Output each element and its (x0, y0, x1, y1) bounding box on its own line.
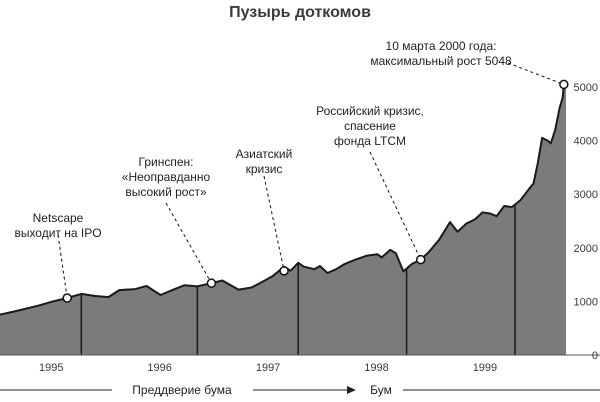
annotation-text: высокий рост» (125, 185, 207, 199)
series-area (0, 84, 566, 356)
annotation-text: максимальный рост 5048 (370, 54, 512, 68)
annotation-leader (369, 151, 422, 260)
arrow-head-icon (347, 386, 356, 394)
annotation-leader (263, 175, 285, 271)
annotation-leader (57, 234, 68, 299)
y-tick-label: 0 (592, 350, 598, 362)
annotation-text: 10 марта 2000 года: (386, 39, 497, 53)
annotation-text: выходит на IPO (14, 226, 101, 240)
annotation-leader (165, 202, 212, 284)
y-tick-label: 3000 (574, 189, 598, 201)
annotation-marker (415, 254, 426, 265)
y-tick-label: 1000 (574, 296, 598, 308)
annotation-text: «Неоправданно (122, 170, 211, 184)
phase-label: Преддверие бума (132, 383, 232, 397)
area-layer (0, 83, 566, 356)
y-axis: 0 1000 2000 3000 4000 5000 (574, 82, 598, 362)
annotation: 10 марта 2000 года:максимальный рост 504… (370, 39, 569, 90)
phase-bar: Преддверие бума Бум (0, 383, 600, 397)
annotation-marker (62, 293, 72, 303)
chart-title: Пузырь доткомов (229, 4, 371, 21)
annotation-text: спасение (344, 119, 396, 133)
x-tick-label: 1998 (364, 362, 388, 374)
y-tick-label: 4000 (574, 136, 598, 148)
year-labels: 1995 1996 1997 1998 1999 (39, 362, 497, 374)
annotation-text: Азиатский (236, 147, 293, 161)
annotation-text: Российский кризис, (316, 104, 424, 118)
y-tick-label: 5000 (574, 82, 598, 94)
annotation-marker (279, 266, 289, 276)
annotation-marker (206, 278, 217, 288)
x-tick-label: 1999 (473, 362, 497, 374)
annotation-text: фонда LTCM (334, 134, 406, 148)
annotation-leader (507, 62, 565, 85)
annotation-text: кризис (246, 162, 283, 176)
divider-layer (80, 204, 516, 355)
x-tick-label: 1995 (39, 362, 63, 374)
x-tick-label: 1997 (256, 362, 280, 374)
series-line (0, 83, 566, 316)
phase-label: Бум (370, 383, 392, 397)
annotation-marker (559, 79, 569, 90)
annotation-text: Гринспен: (139, 155, 194, 169)
y-tick-label: 2000 (574, 243, 598, 255)
x-tick-label: 1996 (147, 362, 171, 374)
annotation-text: Netscape (33, 211, 84, 225)
